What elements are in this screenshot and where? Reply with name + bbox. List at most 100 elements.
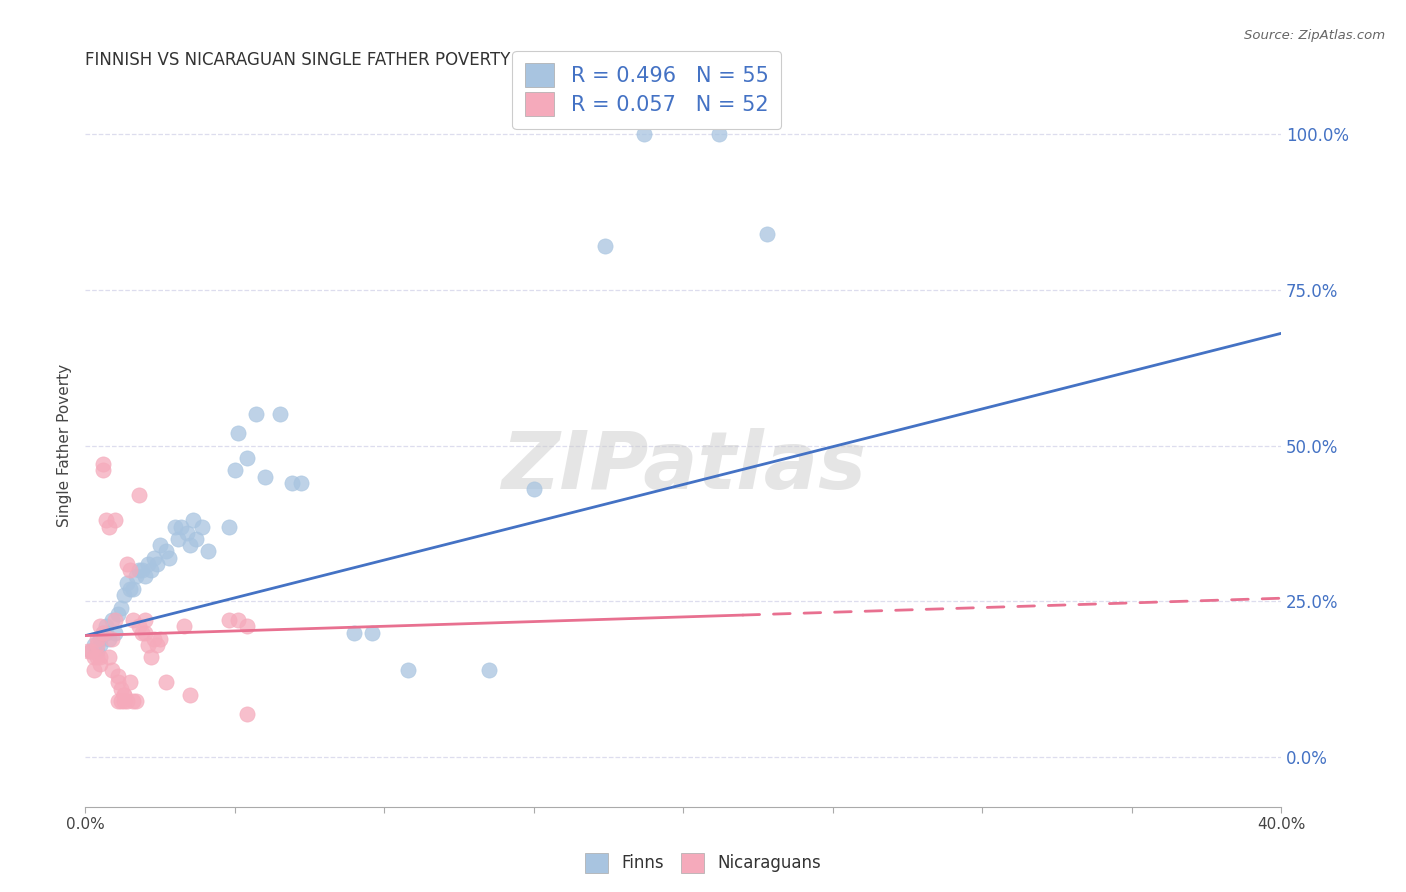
Point (136, 557, 159, 571)
Text: Source: ZipAtlas.com: Source: ZipAtlas.com (1244, 29, 1385, 42)
Point (191, 519, 214, 533)
Point (104, 613, 127, 627)
Point (120, 675, 142, 690)
Point (91, 463, 114, 477)
Point (107, 675, 129, 690)
Point (131, 625, 153, 640)
Point (89, 638, 111, 652)
Point (290, 475, 312, 490)
Point (179, 538, 201, 552)
Text: FINNISH VS NICARAGUAN SINGLE FATHER POVERTY CORRELATION CHART: FINNISH VS NICARAGUAN SINGLE FATHER POVE… (86, 51, 696, 69)
Point (139, 563, 162, 577)
Point (170, 519, 193, 533)
Point (80, 644, 103, 658)
Point (361, 625, 384, 640)
Point (269, 408, 291, 422)
Point (253, 469, 276, 483)
Point (122, 582, 145, 596)
Point (86, 644, 108, 658)
Point (280, 475, 302, 490)
Point (523, 482, 546, 496)
Point (83, 638, 105, 652)
Point (146, 557, 169, 571)
Point (98, 650, 121, 665)
Point (167, 532, 190, 546)
Point (157, 550, 180, 565)
Point (139, 650, 162, 665)
Point (707, 127, 730, 141)
Legend: R = 0.496   N = 55, R = 0.057   N = 52: R = 0.496 N = 55, R = 0.057 N = 52 (512, 51, 782, 128)
Point (112, 688, 135, 702)
Point (107, 694, 129, 708)
Point (134, 625, 156, 640)
Point (107, 669, 129, 683)
Point (77, 644, 100, 658)
Point (89, 632, 111, 646)
Point (236, 619, 259, 633)
Point (134, 613, 156, 627)
Point (91, 625, 114, 640)
Y-axis label: Single Father Poverty: Single Father Poverty (58, 364, 72, 527)
Point (120, 563, 142, 577)
Point (98, 632, 121, 646)
Point (86, 638, 108, 652)
Point (173, 619, 195, 633)
Point (80, 644, 103, 658)
Point (197, 544, 219, 558)
Point (91, 457, 114, 471)
Point (143, 550, 166, 565)
Point (128, 488, 150, 502)
Point (136, 638, 159, 652)
Point (218, 519, 240, 533)
Point (633, 127, 655, 141)
Point (181, 513, 204, 527)
Point (112, 694, 135, 708)
Point (83, 650, 105, 665)
Point (112, 688, 135, 702)
Point (96, 513, 118, 527)
Point (125, 694, 148, 708)
Point (128, 619, 150, 633)
Point (125, 569, 148, 583)
Point (120, 582, 142, 596)
Point (176, 525, 198, 540)
Point (110, 681, 132, 696)
Point (343, 625, 366, 640)
Point (236, 706, 259, 721)
Point (149, 632, 172, 646)
Text: ZIPatlas: ZIPatlas (501, 428, 866, 507)
Point (236, 450, 259, 465)
Point (101, 632, 124, 646)
Point (104, 513, 127, 527)
Point (226, 426, 249, 441)
Point (96, 625, 118, 640)
Point (128, 563, 150, 577)
Point (143, 632, 166, 646)
Point (226, 613, 249, 627)
Point (179, 688, 201, 702)
Point (155, 544, 177, 558)
Point (131, 563, 153, 577)
Point (91, 625, 114, 640)
Point (104, 625, 127, 640)
Point (396, 663, 419, 677)
Point (101, 613, 124, 627)
Point (149, 538, 172, 552)
Point (478, 663, 501, 677)
Point (101, 663, 124, 677)
Point (155, 675, 177, 690)
Point (96, 619, 118, 633)
Point (595, 239, 617, 253)
Point (184, 532, 207, 546)
Point (755, 227, 778, 241)
Point (89, 650, 111, 665)
Point (98, 519, 121, 533)
Point (115, 575, 138, 590)
Point (224, 463, 246, 477)
Point (86, 632, 108, 646)
Point (89, 657, 111, 671)
Point (218, 613, 240, 627)
Point (146, 638, 169, 652)
Point (110, 600, 132, 615)
Legend: Finns, Nicaraguans: Finns, Nicaraguans (578, 847, 828, 880)
